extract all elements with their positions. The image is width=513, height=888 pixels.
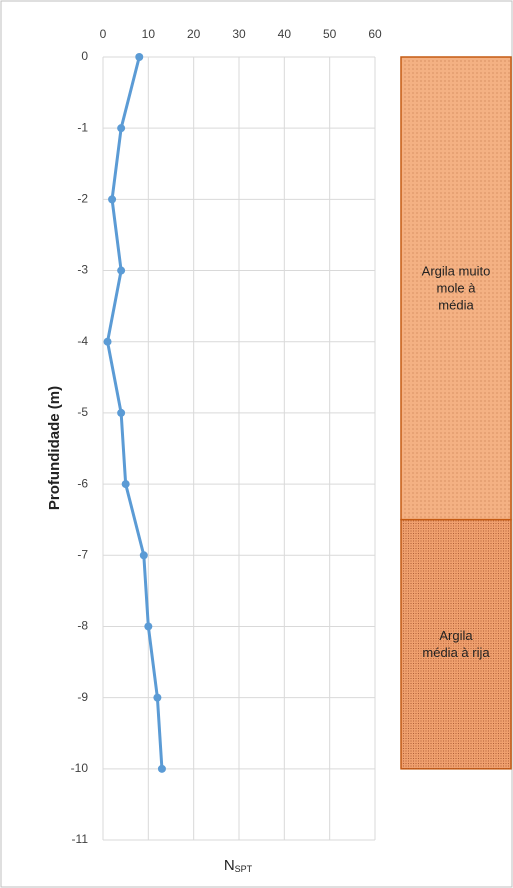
data-point [121, 480, 130, 489]
x-tick-label: 30 [232, 27, 246, 41]
data-point [135, 53, 144, 61]
data-point [144, 622, 153, 631]
x-tick-label: 60 [368, 27, 382, 41]
data-point [117, 266, 126, 275]
y-tick-label: -10 [71, 761, 89, 775]
layer-label: Argila muito mole à média [421, 263, 491, 313]
data-point [157, 764, 166, 773]
layer-label: Argila média à rija [422, 628, 490, 661]
x-axis-label: NSPT [224, 857, 253, 874]
data-point [103, 337, 112, 346]
y-tick-label: -4 [77, 334, 88, 348]
y-tick-label: -6 [77, 476, 88, 490]
y-axis-label: Profundidade (m) [46, 386, 63, 510]
data-point [108, 195, 117, 204]
data-point [117, 408, 126, 417]
y-tick-label: 0 [81, 49, 88, 63]
x-tick-label: 20 [187, 27, 201, 41]
data-point [153, 693, 162, 702]
y-tick-label: -1 [77, 120, 88, 134]
x-tick-label: 40 [278, 27, 292, 41]
data-point [117, 124, 126, 133]
x-label-sub: SPT [235, 864, 253, 874]
x-tick-label: 10 [142, 27, 156, 41]
y-tick-label: -3 [77, 263, 88, 277]
x-label-main: N [224, 857, 235, 874]
y-tick-label: -9 [77, 690, 88, 704]
data-point [139, 551, 148, 560]
y-tick-label: -8 [77, 619, 88, 633]
y-tick-label: -7 [77, 547, 88, 561]
x-tick-label: 50 [323, 27, 337, 41]
y-tick-label: -11 [72, 832, 89, 846]
y-tick-label: -5 [77, 405, 88, 419]
x-tick-label: 0 [100, 27, 107, 41]
y-tick-label: -2 [77, 192, 88, 206]
